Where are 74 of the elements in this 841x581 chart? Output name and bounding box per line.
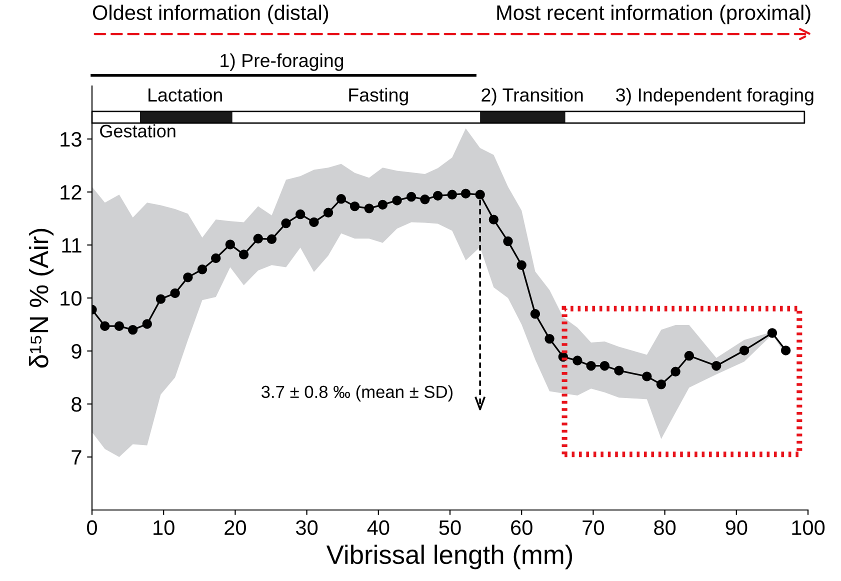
annotation: 2) Transition: [482, 88, 583, 106]
annotation: Gestation: [100, 124, 176, 138]
y-tick-label: 11: [62, 238, 82, 253]
point: [406, 192, 416, 202]
point: [183, 272, 193, 282]
y-tick-label: 9: [72, 344, 82, 359]
point: [100, 321, 110, 331]
point: [350, 201, 360, 212]
point: [447, 190, 458, 200]
y-tick-label: 8: [72, 397, 82, 412]
point: [711, 360, 722, 371]
annotation: 3.7 ± 0.8 ‰ (mean ± SD): [262, 385, 453, 402]
annotation: 3) Independent foraging: [616, 88, 814, 106]
point: [460, 188, 471, 198]
point: [336, 194, 346, 204]
text: Oldest information (distal): [92, 4, 328, 24]
point: [684, 350, 694, 361]
y-tick-label: 7: [72, 450, 82, 465]
point: [142, 319, 152, 329]
point: [378, 200, 388, 210]
point: [475, 190, 485, 200]
point: [503, 236, 513, 246]
point: [323, 208, 334, 218]
point: [238, 250, 249, 260]
point: [642, 372, 652, 382]
point: [392, 196, 402, 206]
text: 1) Pre-foraging: [220, 53, 344, 71]
y-axis-title: δ¹⁵N % (Air): [28, 228, 54, 368]
point: [656, 380, 666, 390]
point: [544, 334, 554, 344]
point: [211, 253, 221, 264]
point: [767, 328, 778, 338]
text: Most recent information (proximal): [497, 4, 810, 24]
x-tick-label: 70: [582, 520, 604, 536]
x-tick-label: 20: [224, 520, 246, 536]
point: [114, 321, 124, 331]
point: [225, 240, 236, 250]
point: [364, 204, 374, 214]
point: [600, 360, 610, 371]
x-tick-label: 100: [792, 520, 825, 536]
point: [586, 360, 596, 371]
x-tick-label: 0: [87, 520, 97, 536]
x-tick-label: 90: [726, 520, 748, 536]
point: [420, 194, 430, 204]
point: [670, 366, 680, 377]
point: [197, 264, 208, 274]
point: [128, 324, 138, 335]
x-tick-label: 80: [654, 520, 676, 536]
point: [739, 346, 750, 356]
point: [530, 309, 540, 319]
x-axis-title: Vibrissal length (mm): [326, 544, 572, 570]
point: [295, 209, 306, 220]
y-tick-label: 13: [60, 132, 82, 147]
point: [780, 346, 791, 356]
point: [432, 190, 443, 201]
x-tick-label: 10: [154, 520, 174, 536]
annotation: Fasting: [349, 88, 408, 106]
x-tick-label: 50: [439, 520, 461, 536]
x-tick-label: 60: [511, 520, 532, 536]
point: [614, 366, 624, 376]
y-tick-label: 12: [60, 185, 82, 200]
y-tick-label: 10: [60, 291, 82, 306]
point: [170, 288, 180, 298]
point: [266, 234, 277, 244]
point: [516, 260, 526, 270]
point: [253, 234, 263, 244]
point: [488, 214, 499, 224]
annotation: Lactation: [148, 88, 222, 102]
x-tick-label: 40: [367, 520, 390, 536]
point: [281, 218, 291, 228]
x-tick-label: 30: [296, 520, 318, 536]
point: [156, 294, 166, 304]
point: [309, 217, 319, 228]
point: [572, 356, 582, 366]
